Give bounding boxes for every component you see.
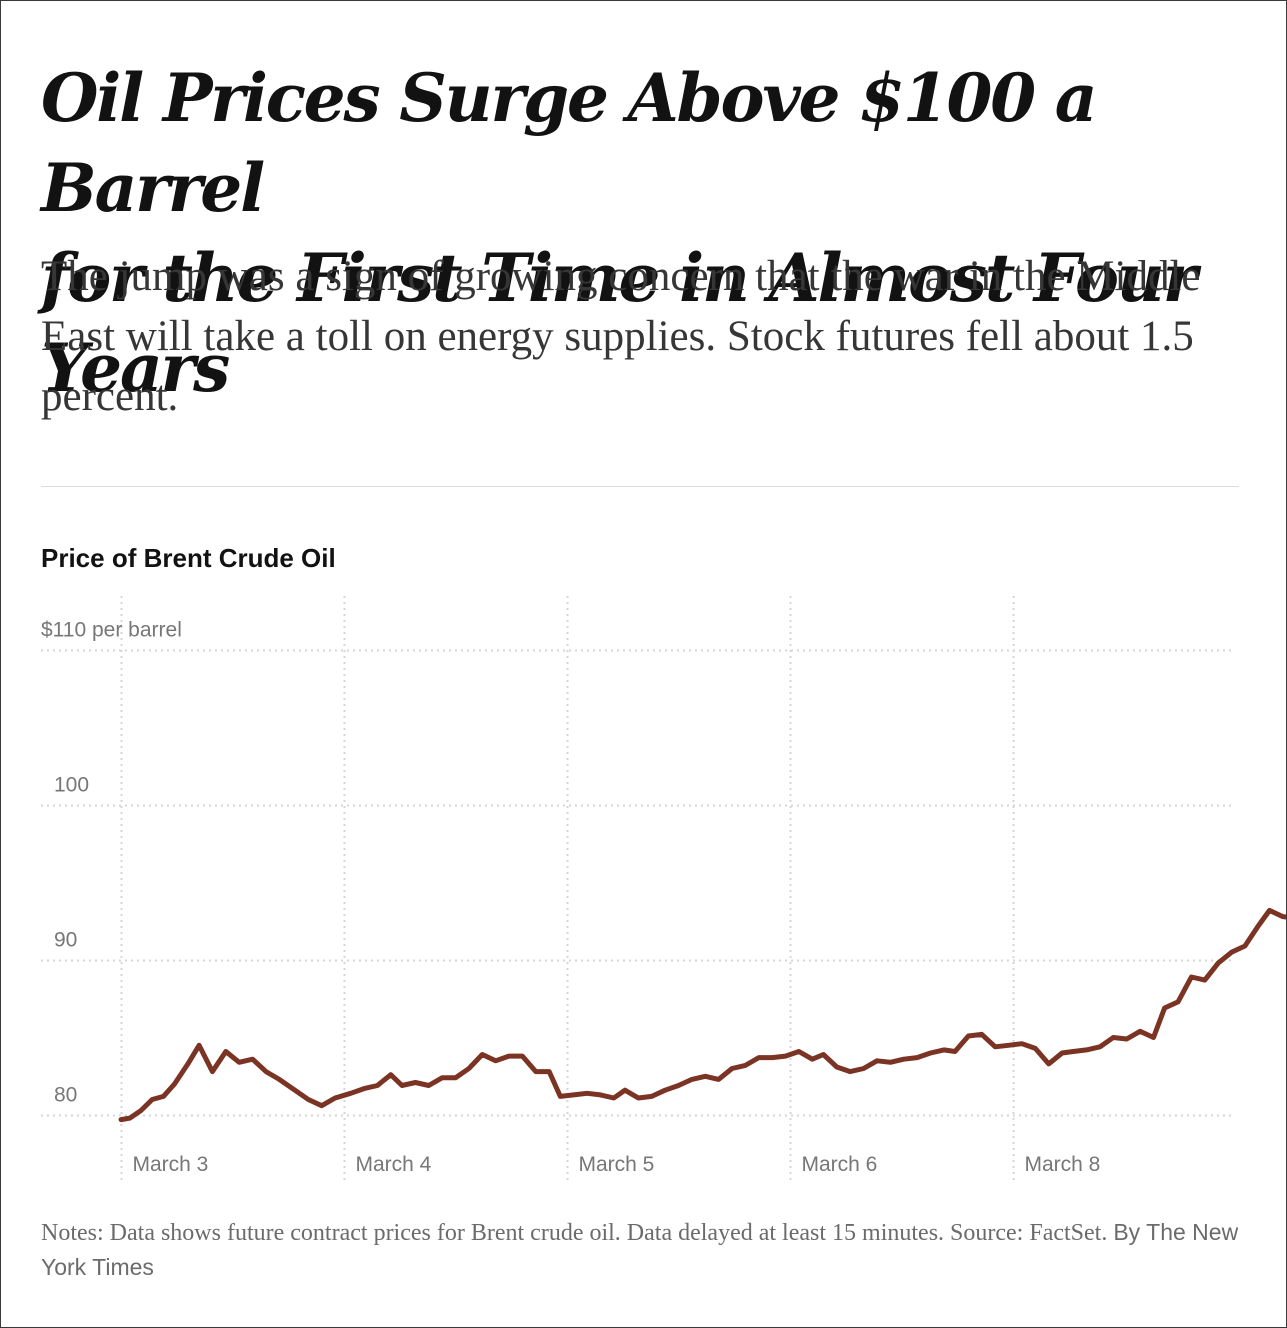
chart-title: Price of Brent Crude Oil [41, 543, 336, 573]
horizontal-gridlines [41, 649, 1234, 1117]
price-series-line [118, 907, 1286, 1123]
x-tick-label: March 8 [1025, 1153, 1101, 1176]
vertical-gridlines [120, 596, 1015, 1183]
x-tick-label: March 3 [133, 1153, 209, 1176]
x-tick-label: March 4 [356, 1153, 432, 1176]
x-tick-label: March 5 [579, 1153, 655, 1176]
chart-notes: Notes: Data shows future contract prices… [41, 1215, 1241, 1285]
headline-line-2: for the First Time in Almost Four Years [41, 239, 1197, 407]
headline: Oil Prices Surge Above $100 a Barrel for… [41, 53, 1261, 413]
notes-text: Notes: Data shows future contract prices… [41, 1220, 1108, 1246]
headline-line-1: Oil Prices Surge Above $100 a Barrel [41, 59, 1097, 227]
dek-summary: The jump was a sign of growing concern t… [41, 253, 1201, 420]
x-tick-label: March 6 [802, 1153, 878, 1176]
x-axis-labels: March 3 March 4 March 5 March 6 March 8 [133, 1153, 1101, 1176]
divider [41, 486, 1239, 487]
y-tick-label: 80 [54, 1084, 77, 1107]
byline: By The New York Times [41, 1219, 1239, 1280]
y-axis-labels: 80 90 100 $110 per barrel [41, 619, 182, 1107]
y-tick-label: 90 [54, 929, 77, 952]
y-tick-label: 100 [54, 774, 89, 797]
price-lines [118, 907, 1286, 1123]
y-tick-label: $110 per barrel [41, 619, 182, 642]
